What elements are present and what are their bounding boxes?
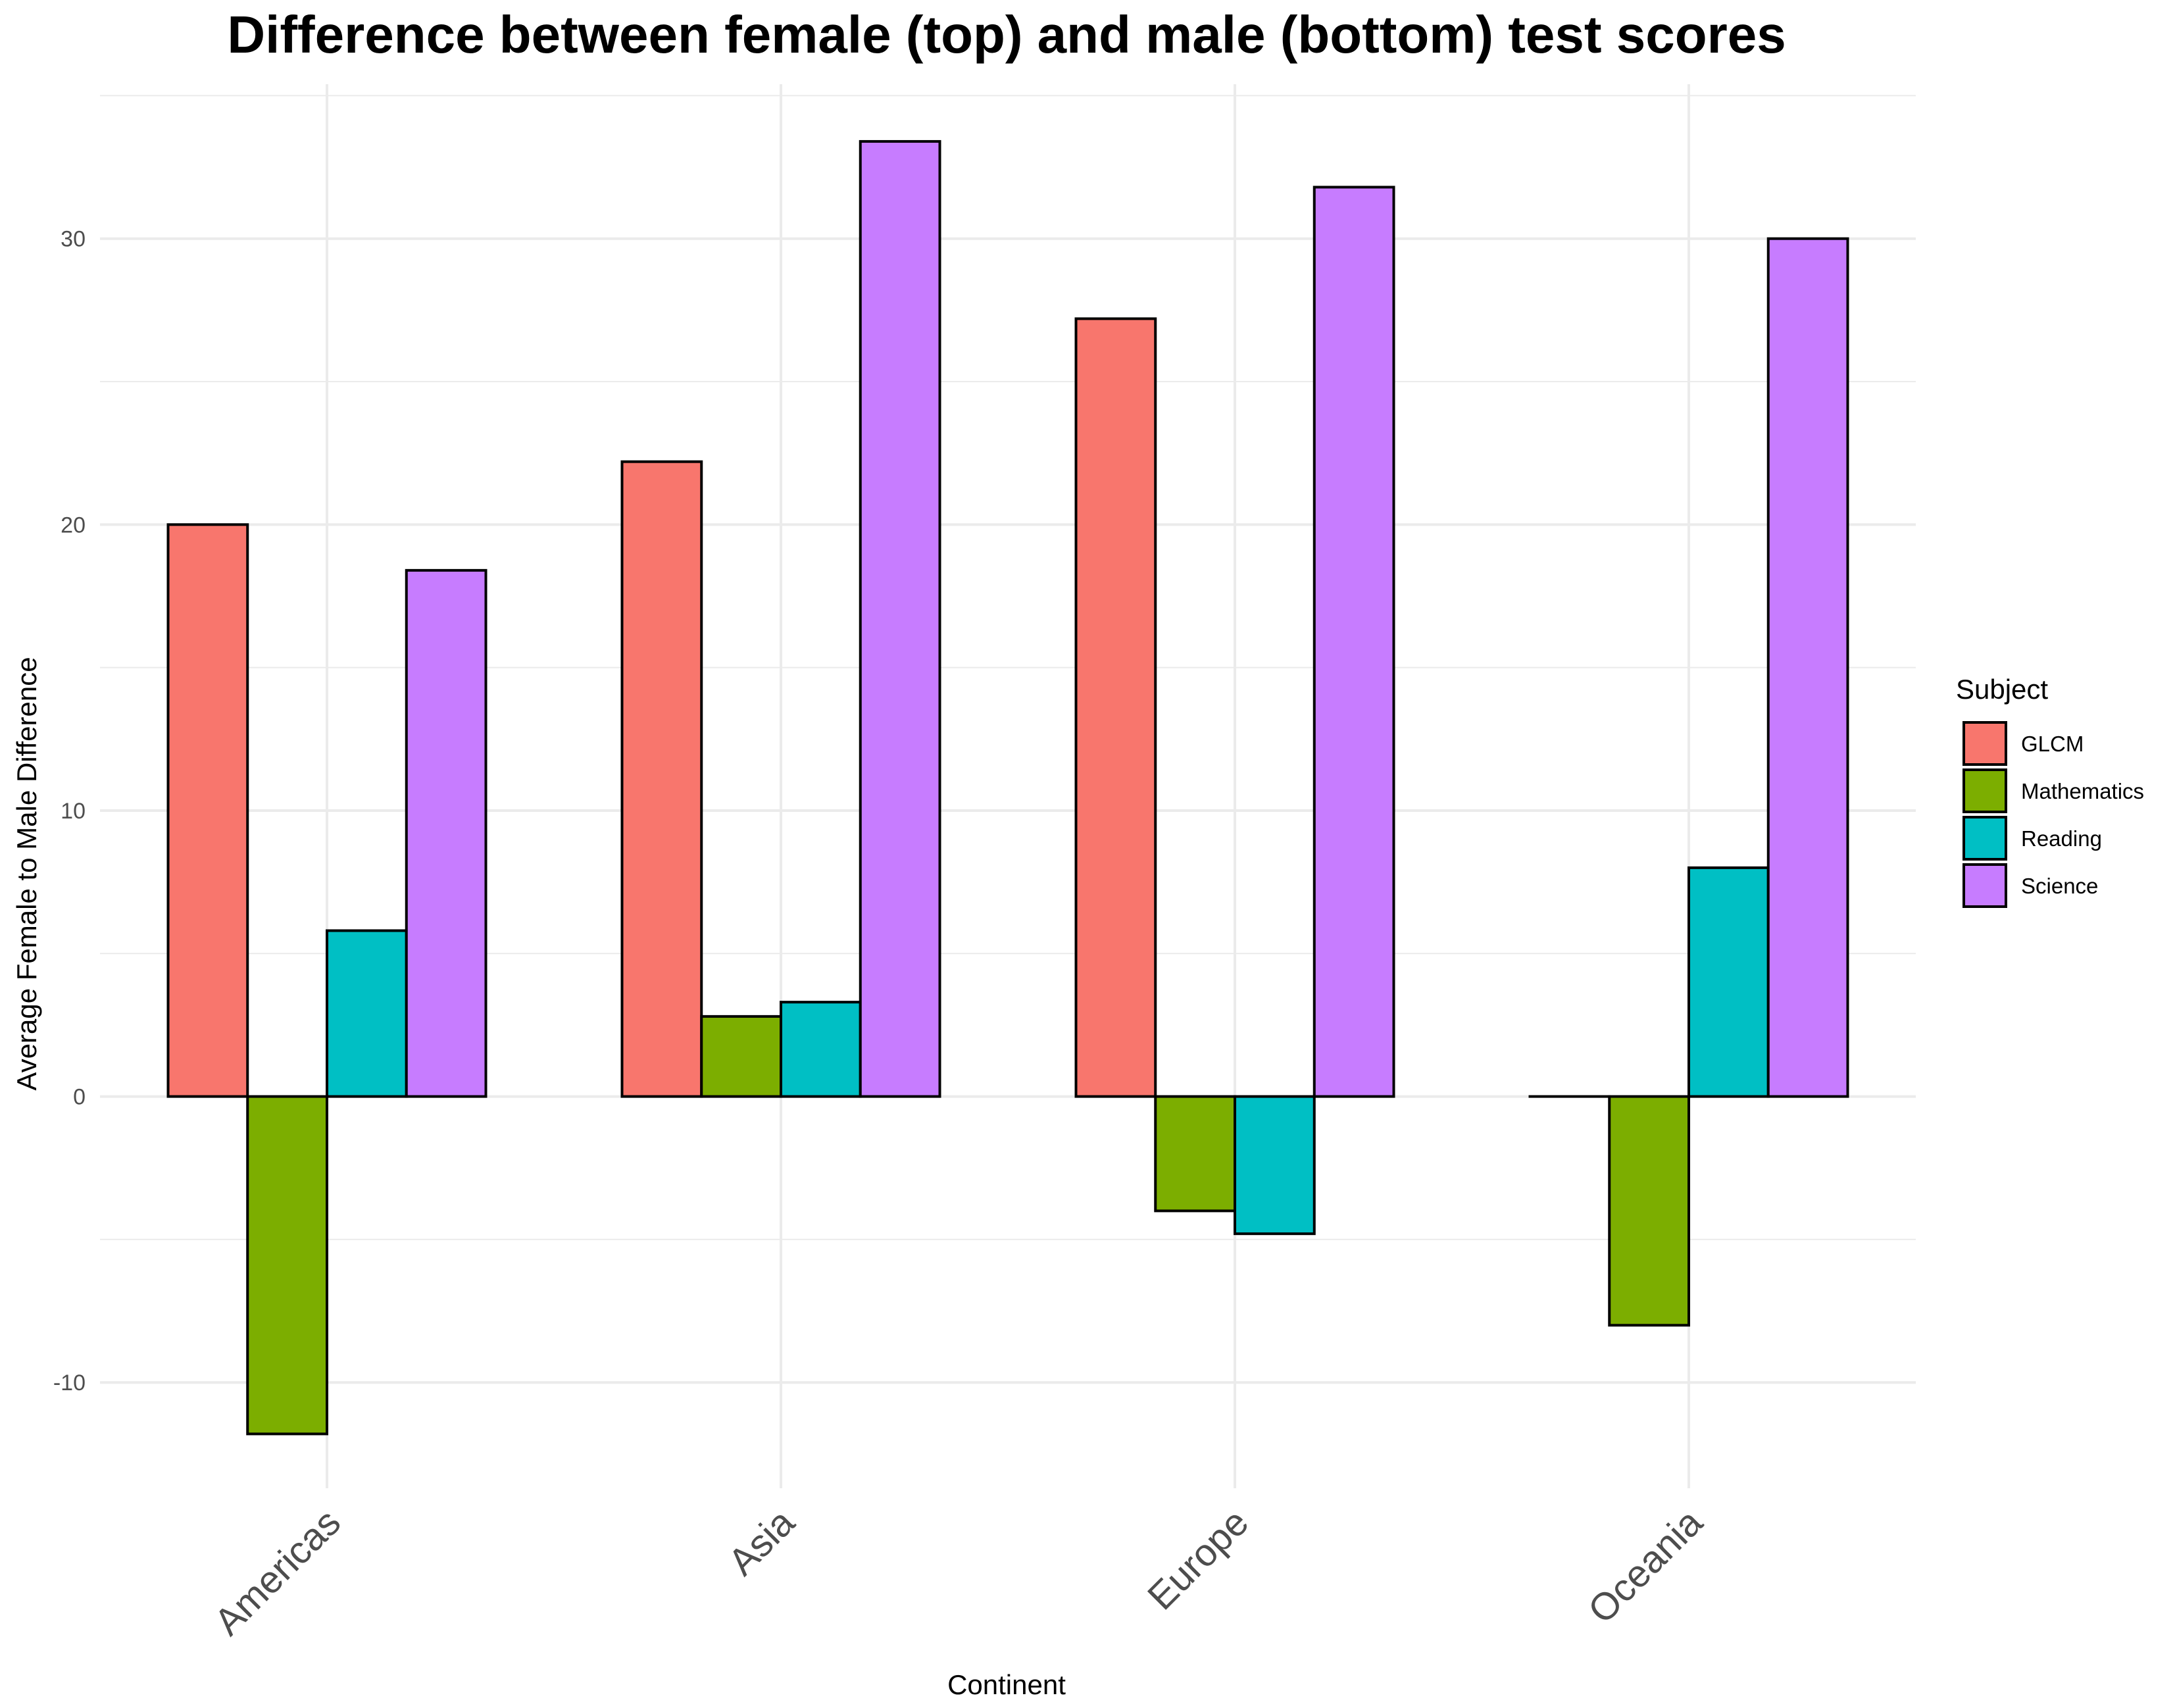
bar-americas-reading xyxy=(326,929,408,1098)
bar-oceania-reading xyxy=(1688,866,1770,1098)
legend-items: GLCM Mathematics Reading Science xyxy=(1963,721,2144,908)
y-tick-label: 10 xyxy=(61,799,86,824)
bar-asia-mathematics xyxy=(700,1015,782,1098)
y-tick-label: 0 xyxy=(73,1085,86,1110)
legend-key-glcm xyxy=(1963,721,2007,766)
bar-asia-reading xyxy=(780,1001,862,1098)
legend-label-reading: Reading xyxy=(2021,826,2102,851)
bar-americas-mathematics xyxy=(246,1095,328,1436)
legend-key-reading xyxy=(1963,816,2007,861)
bar-europe-science xyxy=(1312,186,1395,1098)
chart-title: Difference between female (top) and male… xyxy=(227,5,1786,64)
y-axis-title: Average Female to Male Difference xyxy=(11,657,42,1090)
legend: Subject GLCM Mathematics Reading Science xyxy=(1956,674,2144,908)
x-tick-label: Asia xyxy=(720,1501,803,1584)
y-tick-label: -10 xyxy=(53,1370,86,1395)
bars xyxy=(166,139,1849,1436)
bar-americas-science xyxy=(405,568,488,1098)
bar-oceania-mathematics xyxy=(1608,1095,1690,1327)
x-axis-title: Continent xyxy=(947,1669,1066,1700)
bar-europe-glcm xyxy=(1074,317,1157,1098)
legend-key-science xyxy=(1963,863,2007,908)
x-tick-label: Americas xyxy=(206,1501,349,1644)
x-tick-label: Europe xyxy=(1139,1501,1257,1618)
y-tick-label: 30 xyxy=(61,227,86,252)
bar-americas-glcm xyxy=(166,523,249,1098)
legend-title: Subject xyxy=(1956,674,2048,705)
bar-europe-reading xyxy=(1234,1095,1316,1236)
legend-key-mathematics xyxy=(1963,768,2007,813)
bar-asia-science xyxy=(859,139,941,1098)
legend-label-mathematics: Mathematics xyxy=(2021,779,2144,803)
bar-oceania-science xyxy=(1766,237,1849,1098)
x-tick-label: Oceania xyxy=(1580,1501,1711,1632)
bar-asia-glcm xyxy=(620,460,703,1098)
bar-europe-mathematics xyxy=(1154,1095,1236,1213)
y-tick-label: 20 xyxy=(61,513,86,538)
legend-label-science: Science xyxy=(2021,874,2098,898)
x-axis-ticks: Americas Asia Europe Oceania xyxy=(206,1501,1711,1644)
y-axis-ticks: -10 0 10 20 30 xyxy=(53,227,86,1395)
legend-label-glcm: GLCM xyxy=(2021,732,2084,756)
